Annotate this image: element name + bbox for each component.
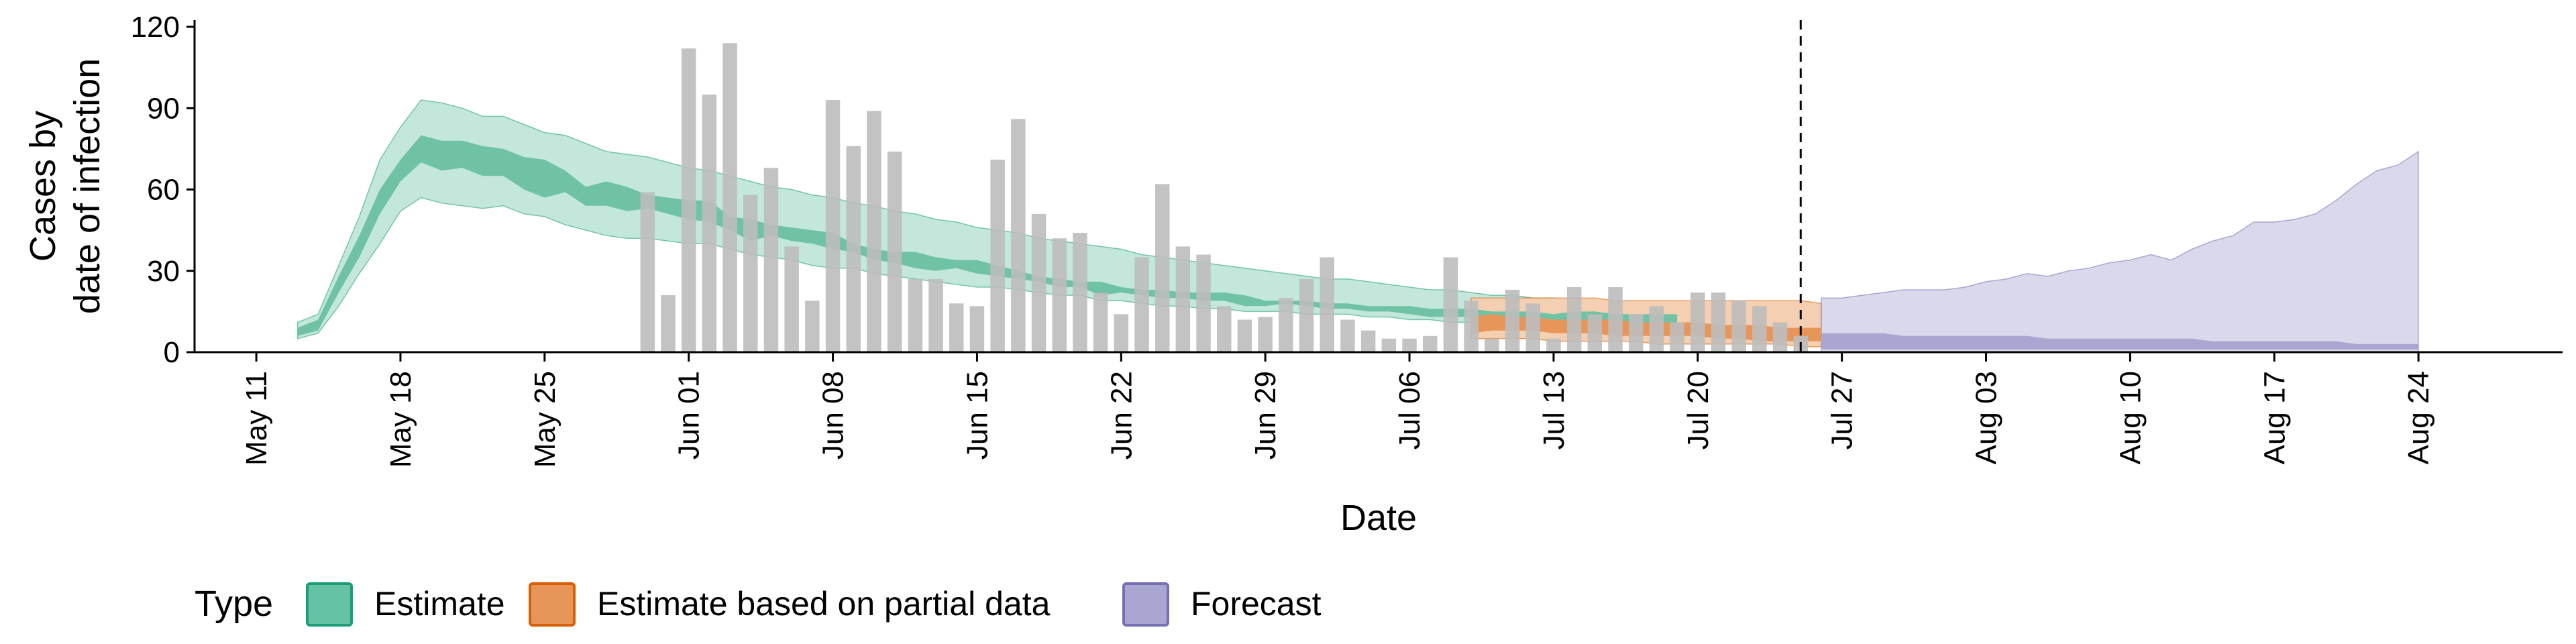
x-tick-label: May 25 (529, 371, 561, 468)
case-bar (1464, 301, 1479, 352)
case-bar (682, 48, 696, 353)
case-bar (722, 43, 737, 353)
legend-key-estimate (306, 582, 353, 627)
case-bar (1587, 314, 1603, 352)
x-tick-label: Jul 06 (1393, 371, 1426, 449)
forecast-band-90 (1821, 150, 2419, 353)
case-bar (1093, 292, 1108, 352)
case-bar (1690, 292, 1705, 352)
case-bar (1485, 338, 1499, 352)
y-axis-title: Cases by date of infection (23, 58, 107, 314)
case-bar (1196, 254, 1211, 352)
y-tick-label: 30 (147, 255, 180, 288)
legend-label: Forecast (1191, 585, 1322, 623)
legend-label: Estimate (374, 585, 505, 623)
case-bar (969, 306, 985, 352)
y-tick-label: 60 (147, 174, 180, 207)
legend-key-partial (529, 582, 576, 627)
bars-layer (640, 43, 1808, 353)
y-tick-label: 120 (131, 11, 180, 44)
case-bar (743, 195, 758, 352)
case-bar (702, 95, 717, 352)
case-bar (1340, 319, 1355, 352)
y-axis-title-line: Cases by (23, 111, 63, 262)
case-bar (1217, 306, 1232, 352)
y-axis-title-line: date of infection (67, 58, 107, 314)
case-bar (1381, 338, 1397, 352)
case-bar (825, 100, 841, 352)
case-bar (1073, 233, 1087, 352)
x-tick-label: May 18 (384, 371, 417, 468)
case-bar (1649, 306, 1664, 352)
case-bar (1175, 246, 1191, 352)
case-bar (1423, 335, 1438, 353)
x-tick-label: Aug 10 (2114, 371, 2147, 464)
x-tick-label: Jul 13 (1538, 371, 1570, 449)
case-bar (1670, 322, 1684, 352)
case-bar (1402, 338, 1417, 352)
x-tick-label: Jun 08 (817, 371, 850, 460)
x-tick-label: Aug 03 (1970, 371, 2003, 464)
x-tick-label: Jul 27 (1826, 371, 1859, 449)
legend: Type Estimate Estimate based on partial da… (195, 582, 1322, 627)
case-bar (846, 146, 861, 353)
case-bar (1525, 303, 1540, 353)
case-bar (887, 151, 902, 352)
case-bar (640, 192, 655, 352)
legend-key-forecast (1122, 582, 1169, 627)
x-tick-label: Jun 29 (1249, 371, 1282, 460)
case-bar (1772, 322, 1788, 352)
case-bar (1155, 184, 1170, 352)
x-tick-label: Jun 15 (961, 371, 994, 460)
case-bar (1629, 314, 1644, 352)
case-bar (1505, 290, 1520, 352)
case-bar (784, 246, 799, 352)
case-bar (1258, 317, 1273, 352)
case-bar (1566, 287, 1582, 352)
y-tick-label: 90 (147, 92, 180, 125)
legend-label: Estimate based on partial data (597, 585, 1051, 623)
case-bar (990, 160, 1005, 352)
x-tick-label: May 11 (240, 371, 273, 466)
case-bar (1279, 298, 1293, 352)
bands-layer (297, 99, 2419, 353)
x-axis-title: Date (1340, 498, 1417, 538)
legend-title: Type (195, 584, 273, 624)
case-bar (1031, 213, 1046, 352)
case-bar (867, 111, 881, 353)
x-tick-label: Jul 20 (1682, 371, 1715, 449)
case-bar (1299, 278, 1314, 352)
case-bar (1320, 257, 1334, 352)
case-bar (1608, 287, 1623, 352)
case-bar (1052, 238, 1067, 353)
case-bar (1711, 292, 1726, 352)
x-tick-label: Aug 17 (2258, 371, 2291, 464)
axes-layer: 0 30 60 90 120 May 11 May 18 May 25 Jun 01 Jun 08… (23, 11, 2563, 538)
case-bar (1752, 306, 1767, 352)
case-bar (1134, 257, 1149, 352)
x-tick-label: Aug 24 (2402, 371, 2435, 464)
case-bar (1360, 330, 1376, 352)
forecast-band-50 (1821, 333, 2419, 350)
case-bar (949, 303, 964, 353)
case-bar (908, 278, 923, 352)
case-bar (661, 295, 676, 352)
case-bar (1237, 319, 1252, 352)
x-tick-label: Jun 01 (673, 371, 706, 460)
case-bar (928, 278, 943, 352)
y-tick-label: 0 (164, 336, 180, 369)
case-bar (1011, 119, 1026, 352)
case-bar (763, 168, 779, 352)
x-tick-label: Jun 22 (1105, 371, 1138, 460)
case-bar (805, 301, 820, 352)
case-bar (1546, 338, 1561, 352)
case-bar (1114, 314, 1129, 352)
case-bar (1443, 257, 1458, 352)
case-bar (1731, 301, 1746, 352)
